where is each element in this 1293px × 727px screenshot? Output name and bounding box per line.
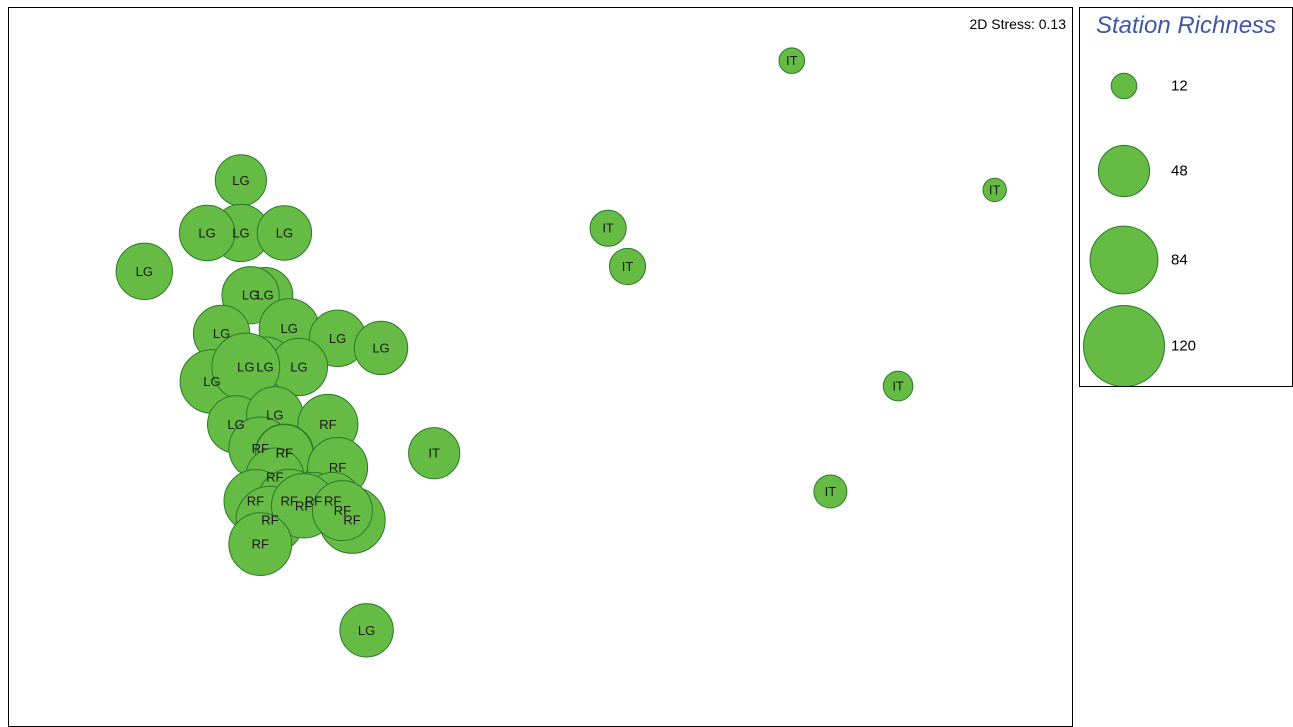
data-point-it-1	[982, 177, 1007, 203]
data-point-label-11: LG	[358, 623, 375, 638]
data-point-label-38: RF	[252, 537, 269, 552]
data-point-label-29: RF	[266, 470, 283, 485]
data-point-label-27: RF	[276, 446, 293, 461]
data-point-label-22: LG	[237, 360, 254, 375]
data-point-label-19: LG	[203, 374, 220, 389]
data-point-label-13: LG	[242, 288, 259, 303]
data-point-label-24: LG	[266, 407, 283, 422]
legend-bubble-12	[1110, 72, 1138, 100]
data-point-label-10: LG	[276, 226, 293, 241]
data-point-label-32: RF	[281, 494, 298, 509]
stress-annotation: 2D Stress: 0.13	[970, 16, 1067, 32]
data-point-label-12: LG	[256, 288, 273, 303]
data-point-lg-17	[353, 320, 409, 376]
data-point-label-26: RF	[252, 441, 269, 456]
data-point-label-6: IT	[428, 446, 440, 461]
data-point-label-16: LG	[136, 264, 153, 279]
data-point-label-1: IT	[989, 182, 1001, 197]
size-legend-graphic: Station Richness 12 48 84 120	[1083, 12, 1276, 386]
data-point-label-7: LG	[232, 173, 249, 188]
data-point-label-25: RF	[319, 417, 336, 432]
data-point-label-36: RF	[295, 498, 312, 513]
data-point-label-34: RF	[324, 494, 341, 509]
size-legend: Station Richness 12 48 84 120	[1079, 7, 1293, 387]
data-point-label-23: LG	[227, 417, 244, 432]
data-point-lg-11	[339, 603, 394, 658]
data-point-it-4	[882, 370, 914, 402]
legend-label-84: 84	[1171, 252, 1188, 269]
data-point-it-6	[408, 427, 461, 480]
data-point-lg-9	[178, 204, 236, 262]
data-point-label-30: RF	[329, 460, 346, 475]
data-point-it-3	[608, 247, 647, 286]
data-point-label-2: IT	[602, 221, 614, 236]
legend-label-120: 120	[1171, 338, 1196, 355]
data-point-lg-16	[115, 242, 174, 300]
data-point-label-4: IT	[892, 379, 904, 394]
data-point-rf-39	[311, 480, 373, 542]
data-point-label-35: RF	[261, 513, 278, 528]
data-point-lg-10	[256, 205, 313, 261]
data-point-it-0	[778, 47, 806, 75]
legend-label-12: 12	[1171, 78, 1188, 95]
data-point-label-20: LG	[256, 360, 273, 375]
data-point-label-39: RF	[334, 503, 351, 518]
legend-bubble-84	[1089, 225, 1159, 295]
data-point-label-33: RF	[305, 494, 322, 509]
legend-bubble-48	[1097, 144, 1151, 198]
legend-label-48: 48	[1171, 163, 1188, 180]
data-point-label-18: LG	[213, 326, 230, 341]
data-point-label-5: IT	[825, 484, 837, 499]
legend-items: 12 48 84 120	[1083, 72, 1196, 386]
data-point-label-21: LG	[290, 360, 307, 375]
data-point-it-2	[589, 209, 627, 247]
data-point-it-5	[813, 474, 848, 509]
data-point-label-17: LG	[372, 340, 389, 355]
data-point-label-8: LG	[232, 226, 249, 241]
data-point-label-31: RF	[247, 494, 264, 509]
data-point-label-0: IT	[786, 53, 798, 68]
data-point-label-15: LG	[329, 331, 346, 346]
ordination-plot-panel: IT IT IT IT IT IT IT LG LG LG LG LG LG LG LG LG LG LG LG LG…	[8, 7, 1073, 727]
data-point-label-9: LG	[198, 226, 215, 241]
data-point-label-28: RF	[276, 446, 293, 461]
legend-bubble-120	[1083, 305, 1165, 386]
data-point-label-14: LG	[281, 321, 298, 336]
data-point-label-3: IT	[622, 259, 634, 274]
legend-title: Station Richness	[1096, 12, 1276, 39]
data-point-label-37: RF	[343, 513, 360, 528]
data-point-rf-38	[228, 512, 293, 576]
